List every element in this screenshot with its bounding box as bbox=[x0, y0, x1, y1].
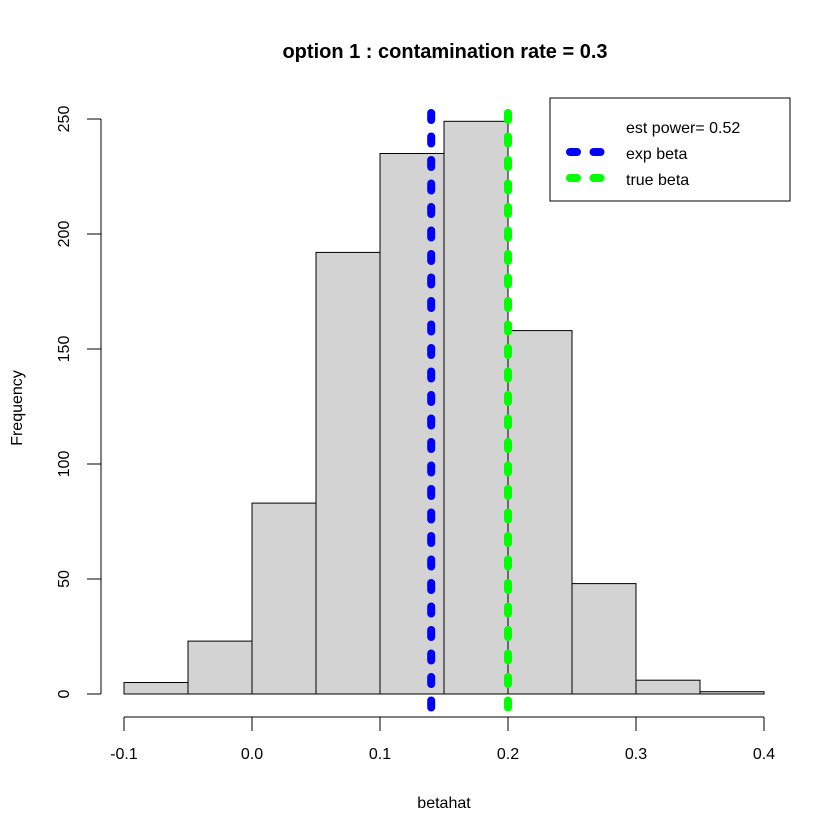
reference-lines-group bbox=[427, 109, 512, 720]
histogram-bar-8 bbox=[571, 583, 637, 695]
x-tick-label: 0.2 bbox=[497, 746, 519, 763]
y-tick-label: 200 bbox=[56, 221, 73, 248]
legend-label: est power= 0.52 bbox=[626, 120, 740, 137]
x-tick-label: -0.1 bbox=[110, 746, 138, 763]
y-axis-label: Frequency bbox=[9, 370, 26, 446]
histogram-bar-9 bbox=[635, 679, 701, 695]
y-tick-label: 50 bbox=[56, 570, 73, 588]
y-tick-label: 150 bbox=[56, 336, 73, 363]
histogram-bar-4 bbox=[315, 251, 381, 695]
x-tick-label: 0.0 bbox=[241, 746, 263, 763]
x-tick-label: 0.1 bbox=[369, 746, 391, 763]
bars-group bbox=[123, 120, 765, 695]
y-tick-label: 0 bbox=[56, 689, 73, 698]
x-axis: -0.1 0.0 0.1 0.2 0.3 0.4 bbox=[110, 716, 775, 763]
x-tick-label: 0.3 bbox=[625, 746, 647, 763]
x-axis-label: betahat bbox=[417, 795, 471, 812]
legend: est power= 0.52 exp beta true beta bbox=[549, 97, 791, 202]
histogram-bar-1 bbox=[123, 682, 189, 695]
legend-box bbox=[549, 97, 791, 202]
histogram-bar-10 bbox=[699, 691, 765, 695]
y-tick-label: 250 bbox=[56, 106, 73, 133]
legend-label: true beta bbox=[626, 172, 689, 189]
y-tick-label: 100 bbox=[56, 451, 73, 478]
histogram-bar-2 bbox=[187, 640, 253, 695]
histogram-bar-3 bbox=[251, 502, 317, 695]
histogram-bar-6 bbox=[443, 120, 509, 695]
legend-label: exp beta bbox=[626, 146, 687, 163]
chart-title: option 1 : contamination rate = 0.3 bbox=[282, 41, 607, 63]
x-tick-label: 0.4 bbox=[753, 746, 775, 763]
y-axis: 0 50 100 150 200 250 bbox=[56, 106, 102, 698]
histogram-bar-7 bbox=[507, 330, 573, 695]
